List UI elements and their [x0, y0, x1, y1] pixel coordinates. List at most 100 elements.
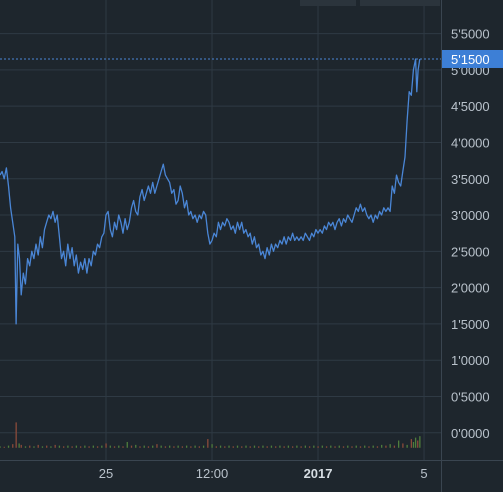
volume-bar [372, 445, 374, 448]
volume-bar [355, 445, 357, 448]
volume-bar [15, 422, 17, 448]
y-axis[interactable]: 0'0000 0'5000 1'0000 1'5000 2'0000 2'5000 3'00… [442, 27, 503, 441]
volume-bar [173, 446, 175, 448]
volume-bar [258, 446, 260, 448]
volume-bar [185, 445, 188, 448]
volume-bar [109, 445, 111, 448]
volume-bar [12, 444, 14, 448]
volume-bar [113, 446, 116, 448]
volume-bar [397, 440, 400, 448]
volume-bar [37, 444, 39, 448]
volume-bar [364, 445, 366, 448]
volume-bar [152, 445, 154, 448]
y-tick-label: 4'5000 [451, 99, 490, 114]
volume-bar [207, 439, 209, 448]
volume-bar [7, 445, 10, 448]
volume-bar [105, 443, 107, 448]
x-tick-label: 12:00 [196, 466, 229, 481]
volume-bar [84, 445, 86, 448]
volume-bar [135, 444, 137, 448]
volume-bar [338, 445, 340, 448]
volume-bar [224, 446, 226, 448]
volume-bar [58, 445, 61, 448]
volume-bar [249, 446, 251, 448]
volume-bar [75, 445, 78, 448]
volume-bar [160, 445, 162, 448]
volume-bar [67, 445, 69, 448]
volume-bar [215, 446, 217, 448]
y-tick-label: 2'0000 [451, 281, 490, 296]
volume-layer [0, 422, 421, 448]
volume-bar [147, 446, 150, 448]
volume-bar [313, 445, 315, 448]
volume-bar [190, 446, 192, 448]
x-tick-label: 5 [420, 466, 427, 481]
x-axis[interactable]: 25 12:00 2017 5 [99, 466, 428, 481]
volume-bar [406, 444, 408, 448]
x-tick-label: 2017 [304, 466, 333, 481]
volume-bar [414, 437, 417, 448]
y-tick-label: 1'5000 [451, 317, 490, 332]
volume-bar [241, 446, 243, 448]
y-tick-label: 3'5000 [451, 172, 490, 187]
volume-bar [385, 445, 387, 448]
volume-bar [275, 446, 277, 448]
volume-bar [88, 446, 90, 448]
volume-bar [381, 444, 383, 448]
volume-bar [122, 446, 124, 448]
volume-bar [262, 445, 264, 448]
volume-bar [3, 446, 5, 448]
volume-bar [410, 439, 413, 448]
volume-bar [194, 445, 196, 448]
volume-bar [266, 446, 268, 448]
current-price-badge [442, 49, 503, 68]
volume-bar [219, 445, 222, 448]
volume-bar [376, 446, 379, 448]
volume-bar [279, 445, 281, 448]
volume-bar [211, 444, 213, 448]
volume-bar [130, 445, 133, 448]
volume-bar [169, 445, 171, 448]
volume-bar [24, 446, 27, 448]
volume-bar [342, 446, 345, 448]
volume-bar [228, 445, 230, 448]
volume-bar [283, 446, 285, 448]
volume-bar [359, 446, 362, 448]
volume-bar [20, 444, 22, 448]
volume-bar [300, 446, 302, 448]
volume-bar [287, 445, 290, 448]
volume-bar [164, 446, 167, 448]
volume-bar [198, 446, 200, 448]
volume-bar [126, 441, 128, 448]
series-layer [0, 58, 421, 325]
volume-bar [156, 444, 158, 448]
volume-bar [402, 443, 404, 448]
volume-bar [351, 446, 353, 448]
volume-bar [139, 446, 141, 448]
volume-bar [79, 446, 82, 448]
y-tick-label: 2'5000 [451, 244, 490, 259]
volume-bar [50, 446, 52, 448]
volume-bar [245, 445, 247, 448]
y-tick-label: 0'5000 [451, 389, 490, 404]
toolbar-fragment [300, 0, 356, 6]
volume-bar [18, 443, 20, 448]
volume-bar [54, 444, 56, 448]
volume-bar [33, 446, 35, 448]
volume-bar [334, 446, 336, 448]
volume-bar [325, 446, 328, 448]
y-tick-label: 3'0000 [451, 208, 490, 223]
volume-bar [368, 446, 370, 448]
volume-bar [389, 444, 391, 448]
volume-bar [177, 445, 179, 448]
volume-bar [291, 446, 294, 448]
volume-bar [317, 446, 319, 448]
y-tick-label: 0'0000 [451, 426, 490, 441]
price-series-line [0, 58, 421, 325]
y-tick-label: 1'0000 [451, 353, 490, 368]
volume-bar [417, 440, 419, 448]
current-price-label: 5'1500 [451, 52, 490, 67]
volume-bar [202, 445, 205, 448]
